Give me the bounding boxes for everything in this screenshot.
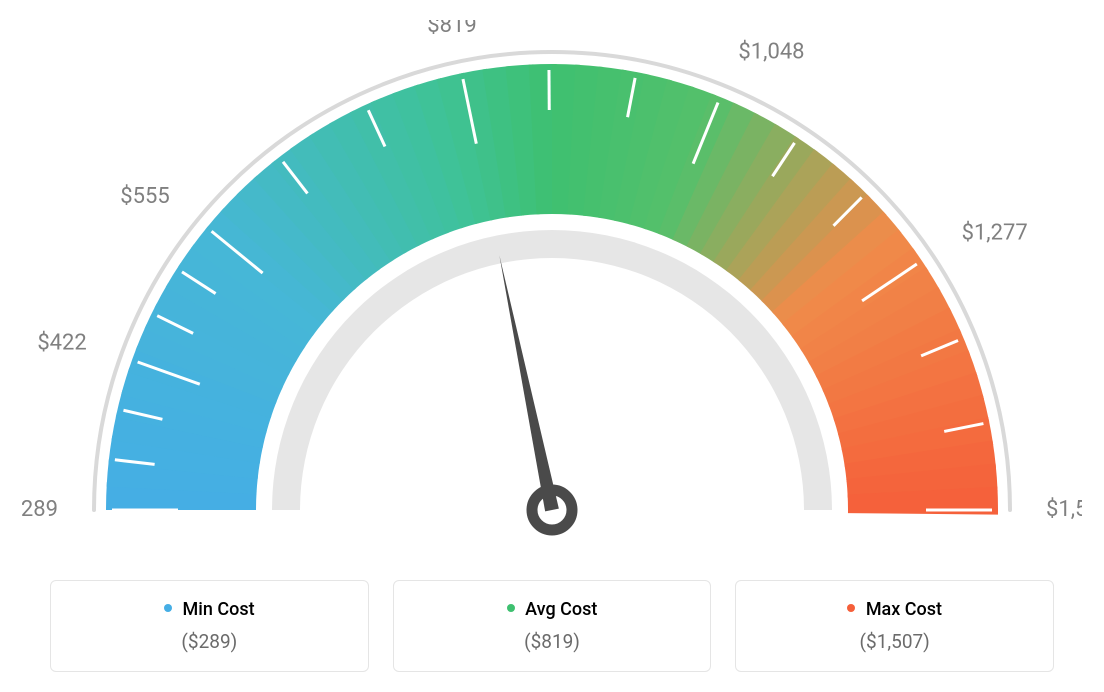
cost-gauge: $289 $422 $555 $819 $1,048 $1,277 $1,507	[22, 20, 1082, 560]
dot-icon	[164, 604, 172, 612]
gauge-container: $289 $422 $555 $819 $1,048 $1,277 $1,507	[20, 20, 1084, 560]
legend-max-value: ($1,507)	[748, 630, 1041, 653]
gauge-label: $819	[427, 20, 476, 38]
gauge-label: $289	[22, 497, 58, 522]
gauge-label: $1,048	[738, 39, 804, 64]
legend-card-min: Min Cost ($289)	[50, 580, 369, 672]
gauge-label: $555	[120, 184, 169, 209]
legend-max-label: Max Cost	[866, 599, 942, 620]
legend-avg-label: Avg Cost	[525, 599, 597, 620]
gauge-label: $422	[37, 331, 86, 356]
legend-card-avg: Avg Cost ($819)	[393, 580, 712, 672]
gauge-label: $1,277	[962, 221, 1028, 246]
dot-icon	[507, 604, 515, 612]
legend-avg-value: ($819)	[406, 630, 699, 653]
legend-title-max: Max Cost	[748, 599, 1041, 620]
dot-icon	[847, 604, 855, 612]
legend: Min Cost ($289) Avg Cost ($819) Max Cost…	[20, 580, 1084, 672]
legend-title-min: Min Cost	[63, 599, 356, 620]
legend-min-value: ($289)	[63, 630, 356, 653]
legend-min-label: Min Cost	[183, 599, 255, 620]
needle	[499, 255, 558, 511]
gauge-label: $1,507	[1046, 497, 1082, 522]
legend-card-max: Max Cost ($1,507)	[735, 580, 1054, 672]
legend-title-avg: Avg Cost	[406, 599, 699, 620]
